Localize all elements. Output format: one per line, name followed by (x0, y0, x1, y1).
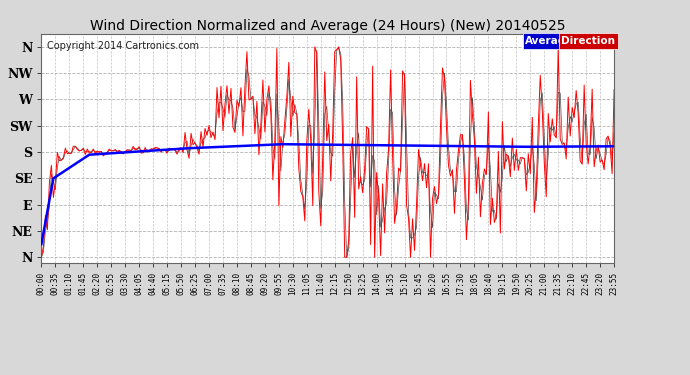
Text: Average: Average (525, 36, 573, 46)
Text: Copyright 2014 Cartronics.com: Copyright 2014 Cartronics.com (47, 40, 199, 51)
Title: Wind Direction Normalized and Average (24 Hours) (New) 20140525: Wind Direction Normalized and Average (2… (90, 19, 566, 33)
Text: Direction: Direction (562, 36, 615, 46)
